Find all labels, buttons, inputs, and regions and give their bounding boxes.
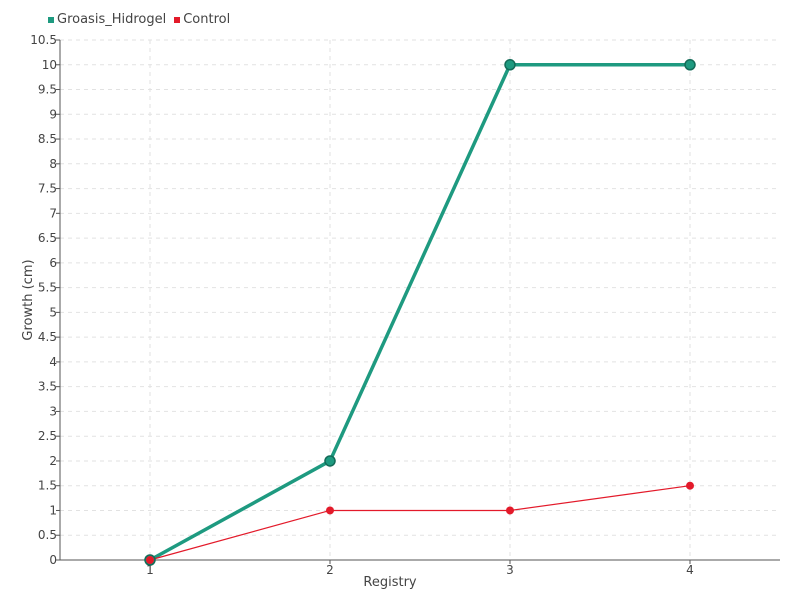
y-tick-label: 3.5	[38, 380, 57, 394]
y-tick-label: 2	[49, 454, 57, 468]
y-tick-label: 4	[49, 355, 57, 369]
x-tick-label: 3	[506, 563, 514, 577]
y-tick-label: 1.5	[38, 479, 57, 493]
y-tick-label: 3	[49, 404, 57, 418]
x-tick-label: 2	[326, 563, 334, 577]
data-point-groasis-hidrogel	[324, 455, 336, 467]
legend: Groasis_Hidrogel Control	[48, 12, 230, 27]
y-tick-label: 5.5	[38, 281, 57, 295]
y-tick-label: 6	[49, 256, 57, 270]
y-tick-label: 10.5	[30, 33, 57, 47]
data-point-control	[146, 556, 154, 564]
y-tick-label: 0.5	[38, 528, 57, 542]
legend-label-series-2: Control	[183, 12, 231, 27]
legend-swatch-series-2	[174, 16, 181, 23]
data-point-groasis-hidrogel	[504, 59, 516, 71]
legend-swatch-series-1	[48, 16, 54, 23]
legend-item-series-2[interactable]: Control	[174, 12, 230, 27]
x-tick-label: 1	[146, 563, 154, 577]
y-tick-label: 1	[49, 503, 57, 517]
legend-item-series-1[interactable]: Groasis_Hidrogel	[48, 12, 166, 27]
y-tick-label: 4.5	[38, 330, 57, 344]
y-tick-label: 9	[49, 107, 57, 121]
data-point-control	[686, 481, 694, 490]
y-tick-label: 6.5	[38, 231, 57, 245]
x-tick-label: 4	[686, 563, 694, 577]
y-tick-label: 2.5	[38, 429, 57, 443]
y-tick-label: 7.5	[38, 182, 57, 196]
series-line-groasis-hidrogel	[149, 63, 690, 562]
data-point-control	[326, 506, 334, 515]
y-axis-title: Growth (cm)	[21, 259, 36, 340]
legend-label-series-1: Groasis_Hidrogel	[57, 12, 167, 27]
y-tick-label: 9.5	[38, 83, 57, 97]
y-tick-label: 5	[49, 305, 57, 319]
series-line-control	[149, 485, 691, 561]
y-tick-label: 8.5	[38, 132, 57, 146]
y-tick-label: 0	[49, 553, 57, 567]
data-point-groasis-hidrogel	[684, 59, 696, 71]
data-point-control	[506, 506, 514, 515]
y-tick-label: 8	[49, 157, 57, 171]
y-tick-label: 10	[42, 58, 57, 72]
y-tick-label: 7	[49, 206, 57, 220]
x-axis-title: Registry	[363, 575, 417, 590]
